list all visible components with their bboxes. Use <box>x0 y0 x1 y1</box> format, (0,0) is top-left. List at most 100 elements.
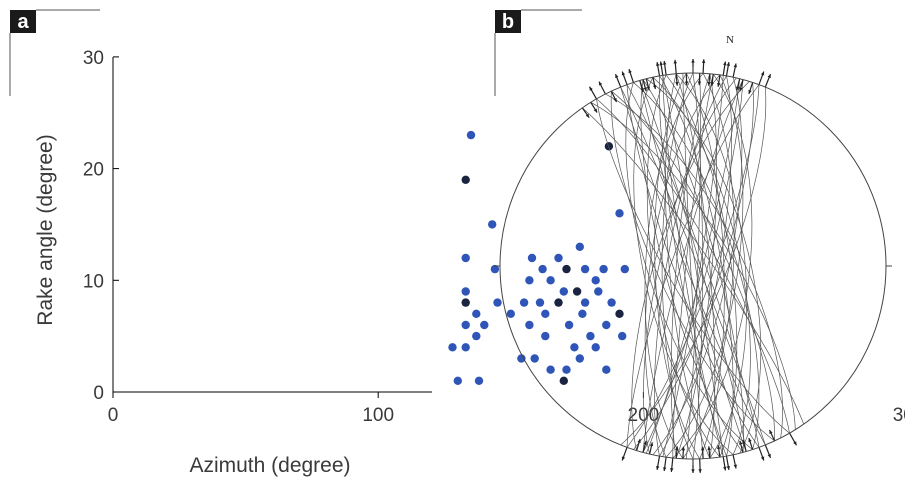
slip-arrow-head <box>726 62 730 66</box>
scatter-point <box>480 320 489 330</box>
scatter-point <box>591 343 600 352</box>
slip-arrow-head <box>742 440 746 444</box>
slip-arrow-head <box>589 86 593 91</box>
slip-arrow-head <box>621 71 626 76</box>
great-circle-plane <box>643 77 737 455</box>
slip-arrow-head <box>739 440 743 445</box>
slip-arrow-head <box>707 81 711 86</box>
scatter-point <box>453 376 462 385</box>
scatter-point <box>541 309 550 318</box>
stereonet: N <box>494 34 892 473</box>
y-ticks: 0 10 20 30 <box>83 48 119 404</box>
slip-arrow-head <box>681 446 686 451</box>
slip-arrow-head <box>748 89 752 94</box>
scatter-point <box>490 264 500 274</box>
scatter-point <box>461 287 470 296</box>
slip-arrow-head <box>748 438 752 443</box>
slip-arrow-head <box>585 113 590 118</box>
slip-arrow-head <box>698 469 702 473</box>
y-axis-label: Rake angle (degree) <box>34 134 57 325</box>
great-circle-plane <box>685 72 725 460</box>
great-circle-plane <box>626 84 760 448</box>
y-tick-label: 10 <box>83 271 104 292</box>
great-circle-plane <box>662 75 724 457</box>
slip-arrow-head <box>717 83 721 87</box>
scatter-point <box>570 343 579 352</box>
y-tick-label: 20 <box>83 160 104 181</box>
y-tick-label: 0 <box>93 383 104 404</box>
scatter-point <box>618 331 627 341</box>
great-circle-plane <box>596 98 790 434</box>
great-circle-plane <box>620 86 766 446</box>
stereonet-ticks <box>494 67 892 465</box>
slip-arrow-head <box>656 466 660 470</box>
scatter-point <box>525 320 534 330</box>
scatter-point <box>472 331 481 341</box>
great-circle-plane <box>682 73 704 459</box>
scatter-point <box>572 287 582 296</box>
scatter-point <box>493 298 502 307</box>
great-circle-plane <box>675 73 717 459</box>
scatter-point <box>448 343 457 352</box>
scatter-point <box>461 298 470 307</box>
slip-arrow-head <box>621 456 626 461</box>
stereonet-planes <box>582 72 805 460</box>
scatter-point <box>535 298 545 307</box>
scatter-point <box>461 320 470 330</box>
scatter-point <box>602 365 611 374</box>
scatter-point <box>474 376 484 385</box>
scatter-point <box>541 331 550 341</box>
slip-arrow-head <box>710 82 714 86</box>
slip-arrow-head <box>739 87 743 92</box>
slip-arrow-head <box>767 74 771 79</box>
great-circle-plane <box>625 82 753 450</box>
great-circle-plane <box>654 75 727 457</box>
scatter-point <box>461 343 470 352</box>
great-circle-plane <box>639 80 747 452</box>
great-circle-plane <box>644 74 721 458</box>
panel-b-letter: b <box>502 11 514 33</box>
great-circle-plane <box>626 84 760 448</box>
stereonet-primitive-circle <box>499 72 887 460</box>
scatter-point <box>554 253 563 263</box>
slip-arrow-head <box>659 61 663 66</box>
slip-arrow-head <box>673 59 677 64</box>
scatter-point <box>461 175 470 184</box>
slip-arrow-head <box>733 464 737 469</box>
scatter-point <box>525 276 534 285</box>
great-circle-plane <box>672 74 714 458</box>
slip-arrow-head <box>637 439 641 443</box>
great-circle-plane <box>665 74 744 458</box>
great-circle-plane <box>645 78 741 454</box>
scatter-point <box>564 320 574 330</box>
great-circle-plane <box>620 87 766 446</box>
scatter-point <box>488 220 497 229</box>
slip-arrow-head <box>691 469 695 473</box>
great-circle-plane <box>662 75 724 457</box>
scatter-point <box>594 287 603 296</box>
slip-arrow-head <box>736 86 740 91</box>
slip-arrow-head <box>733 63 737 68</box>
scatter-point <box>461 253 470 263</box>
scatter-point <box>538 264 547 274</box>
great-circle-plane <box>620 87 767 446</box>
slip-arrow-head <box>675 81 679 86</box>
great-circle-plane <box>642 79 744 453</box>
great-circle-plane <box>675 73 716 459</box>
great-circle-plane <box>642 79 744 453</box>
slip-arrow-head <box>652 85 657 89</box>
slip-arrow-head <box>760 71 765 76</box>
slip-arrow-head <box>760 456 765 461</box>
scatter-point <box>615 309 624 318</box>
scatter-points <box>448 130 629 385</box>
slip-arrow-head <box>613 98 617 102</box>
slip-arrow-head <box>599 81 603 86</box>
slip-arrow-head <box>615 74 619 79</box>
slip-arrow-head <box>723 61 727 66</box>
slip-arrow-head <box>691 59 695 63</box>
scatter-point <box>554 298 563 307</box>
great-circle-plane <box>639 80 747 452</box>
great-circle-plane <box>610 91 775 442</box>
great-circle-plane <box>596 98 790 434</box>
